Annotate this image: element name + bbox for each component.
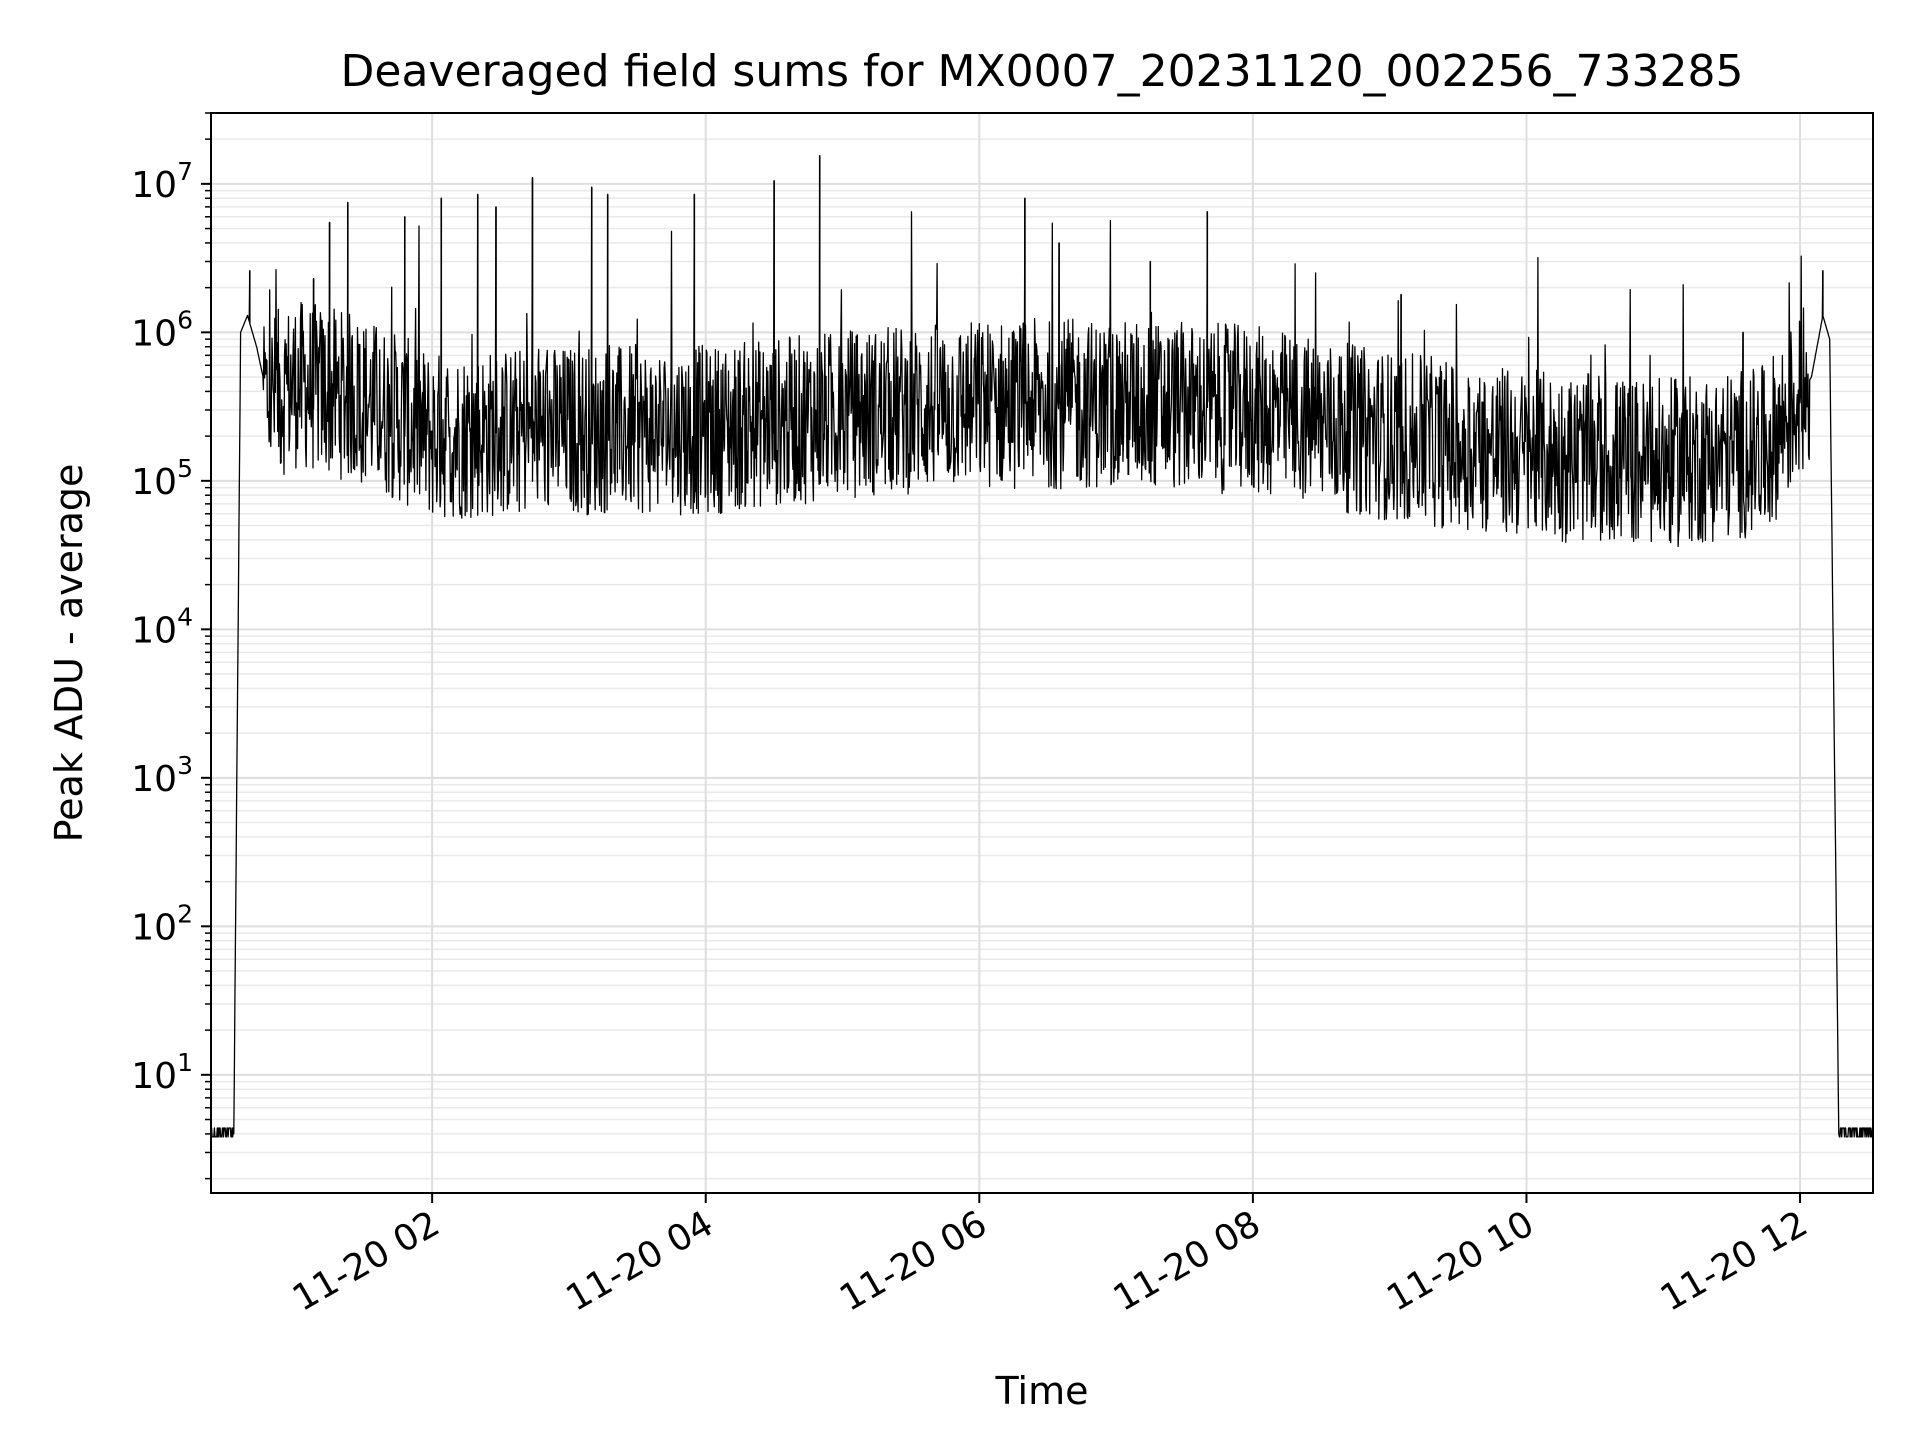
y-tick-label: 107 — [131, 157, 193, 206]
y-axis-label: Peak ADU - average — [47, 464, 91, 843]
y-tick-labels: 101 102 103 104 105 106 107 — [131, 157, 193, 1097]
y-tick-label: 102 — [131, 899, 193, 948]
y-tick-label: 105 — [131, 454, 193, 503]
axis-ticks — [201, 112, 1802, 1203]
y-tick-label: 101 — [131, 1048, 193, 1097]
series-line — [210, 154, 1874, 1138]
chart-title: Deaveraged field sums for MX0007_2023112… — [341, 46, 1744, 97]
data-series — [210, 154, 1874, 1138]
y-tick-label: 106 — [131, 305, 193, 354]
y-tick-label: 103 — [131, 751, 193, 800]
x-axis-label: Time — [995, 1369, 1089, 1413]
y-tick-label: 104 — [131, 602, 193, 651]
